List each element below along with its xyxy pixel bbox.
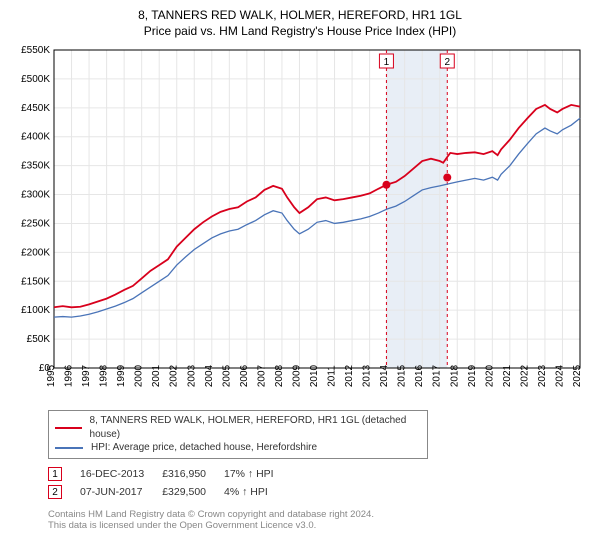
chart-subtitle: Price paid vs. HM Land Registry's House …	[10, 24, 590, 38]
event-row: 1 16-DEC-2013£316,95017% ↑ HPI	[48, 465, 292, 483]
svg-text:£500K: £500K	[21, 74, 50, 85]
legend-swatch-price-paid	[55, 427, 82, 429]
svg-text:1: 1	[384, 57, 390, 68]
line-chart: £0£50K£100K£150K£200K£250K£300K£350K£400…	[10, 44, 590, 404]
footer-line-1: Contains HM Land Registry data © Crown c…	[48, 509, 590, 521]
event-row: 2 07-JUN-2017£329,5004% ↑ HPI	[48, 483, 292, 501]
svg-text:£350K: £350K	[21, 161, 50, 172]
legend: 8, TANNERS RED WALK, HOLMER, HEREFORD, H…	[48, 410, 428, 459]
event-date: 16-DEC-2013	[80, 465, 162, 483]
svg-text:£250K: £250K	[21, 218, 50, 229]
svg-text:2: 2	[444, 57, 450, 68]
svg-text:£200K: £200K	[21, 247, 50, 258]
svg-text:£50K: £50K	[27, 334, 51, 345]
event-marker: 2	[48, 485, 62, 499]
legend-swatch-hpi	[55, 447, 83, 449]
chart-container: 8, TANNERS RED WALK, HOLMER, HEREFORD, H…	[0, 0, 600, 560]
event-marker: 1	[48, 467, 62, 481]
event-delta: 17% ↑ HPI	[224, 465, 292, 483]
svg-text:£400K: £400K	[21, 132, 50, 143]
event-delta: 4% ↑ HPI	[224, 483, 292, 501]
svg-text:£300K: £300K	[21, 190, 50, 201]
legend-label-price-paid: 8, TANNERS RED WALK, HOLMER, HEREFORD, H…	[90, 414, 421, 441]
svg-text:£100K: £100K	[21, 305, 50, 316]
event-price: £329,500	[162, 483, 224, 501]
footer-attribution: Contains HM Land Registry data © Crown c…	[48, 509, 590, 533]
event-date: 07-JUN-2017	[80, 483, 162, 501]
footer-line-2: This data is licensed under the Open Gov…	[48, 520, 590, 532]
event-price: £316,950	[162, 465, 224, 483]
svg-text:£150K: £150K	[21, 276, 50, 287]
chart-area: £0£50K£100K£150K£200K£250K£300K£350K£400…	[10, 44, 590, 404]
legend-item-hpi: HPI: Average price, detached house, Here…	[55, 441, 421, 455]
legend-item-price-paid: 8, TANNERS RED WALK, HOLMER, HEREFORD, H…	[55, 414, 421, 441]
svg-text:£550K: £550K	[21, 45, 50, 56]
chart-title: 8, TANNERS RED WALK, HOLMER, HEREFORD, H…	[10, 8, 590, 22]
events-table: 1 16-DEC-2013£316,95017% ↑ HPI 2 07-JUN-201…	[48, 465, 590, 501]
legend-label-hpi: HPI: Average price, detached house, Here…	[91, 441, 317, 455]
svg-text:£450K: £450K	[21, 103, 50, 114]
